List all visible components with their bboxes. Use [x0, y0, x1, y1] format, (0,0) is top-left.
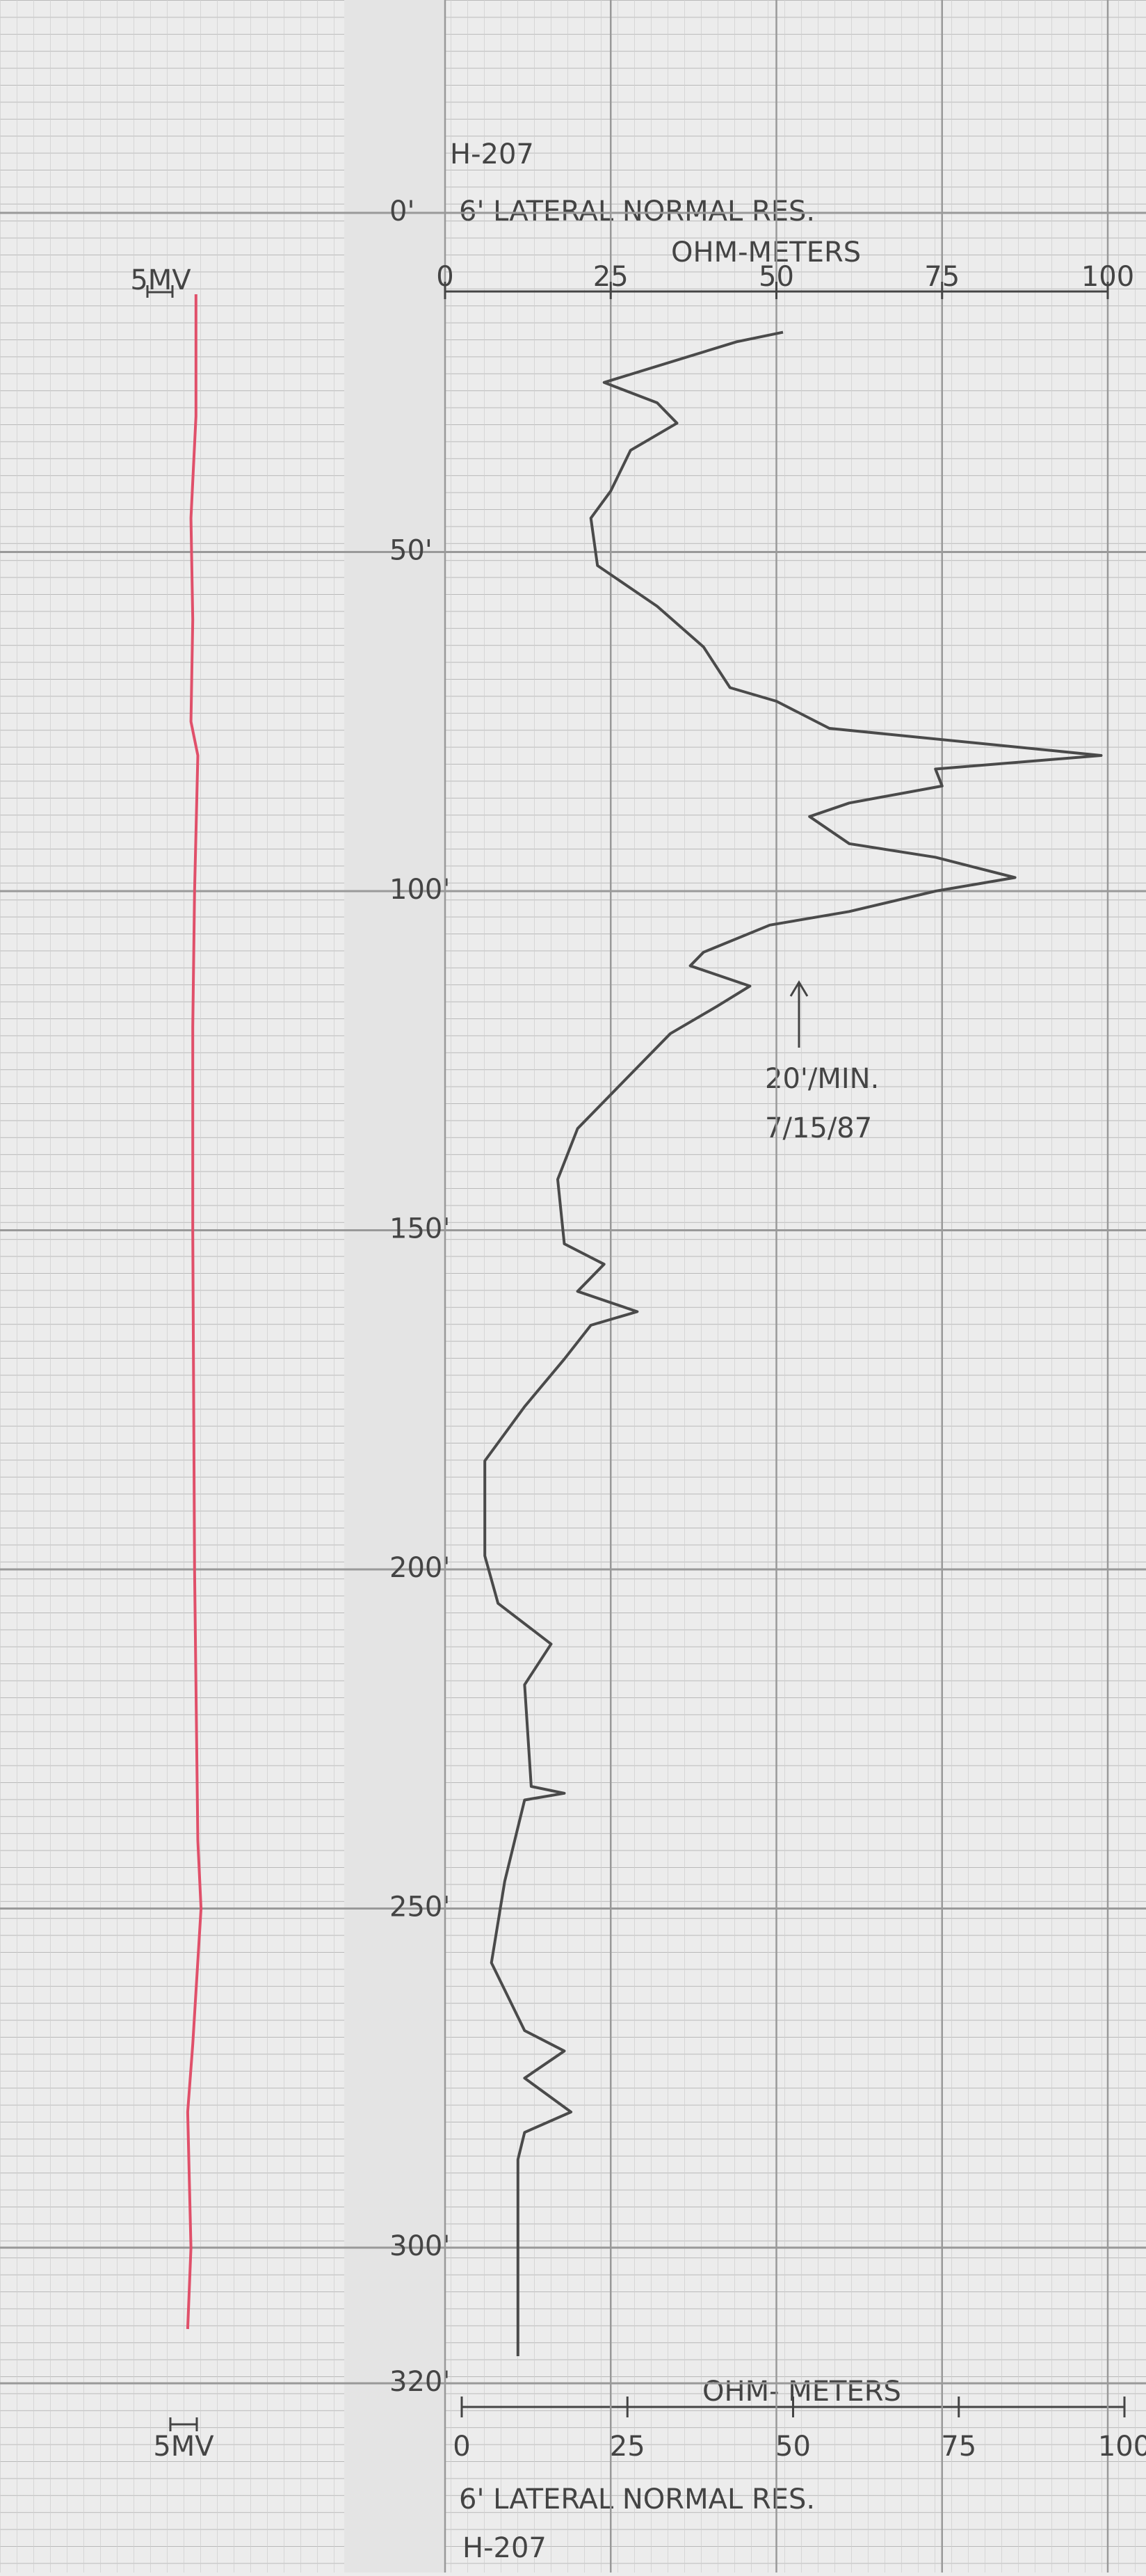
y-tick-label: 100'	[389, 874, 450, 906]
annotation: 20'/MIN.	[765, 1063, 879, 1095]
annotation: 7/15/87	[765, 1112, 872, 1144]
sp-track	[0, 0, 344, 2573]
x-tick-label: 50	[775, 2431, 811, 2463]
x-tick-label: 0	[436, 261, 453, 293]
x-tick-label: 25	[593, 261, 629, 293]
annotation-arrow-head	[789, 980, 809, 997]
x-tick-label: 75	[941, 2431, 976, 2463]
x-tick-label: 100	[1098, 2431, 1146, 2463]
bottom-x-axis-label: OHM- METERS	[702, 2376, 901, 2408]
bottom-well-label: H-207	[462, 2532, 547, 2564]
res-track	[445, 0, 1146, 2573]
x-tick-label: 50	[759, 261, 794, 293]
y-tick-label: 250'	[389, 1891, 450, 1923]
resistivity-curve	[483, 330, 1103, 2356]
y-tick-label: 200'	[389, 1552, 450, 1584]
y-tick-label: 50'	[389, 535, 433, 567]
y-tick-label: 320'	[389, 2366, 450, 2398]
y-tick-label: 300'	[389, 2230, 450, 2262]
x-tick-label: 0	[453, 2431, 470, 2463]
sp-curve	[186, 294, 203, 2330]
x-tick-label: 75	[924, 261, 960, 293]
bottom-title: 6' LATERAL NORMAL RES.	[459, 2483, 815, 2515]
x-tick-label: 100	[1081, 261, 1134, 293]
x-tick-label: 25	[610, 2431, 645, 2463]
sp-scale-bar	[146, 285, 198, 2431]
y-tick-label: 0'	[389, 195, 414, 227]
y-tick-label: 150'	[389, 1213, 450, 1245]
depth-track	[344, 0, 445, 2573]
chart-title: 6' LATERAL NORMAL RES.	[459, 195, 815, 227]
sp-scale-label: 5MV	[130, 264, 191, 296]
x-axis-label: OHM-METERS	[671, 237, 861, 269]
sp-scale-label: 5MV	[153, 2431, 214, 2463]
well-label: H-207	[450, 138, 534, 170]
